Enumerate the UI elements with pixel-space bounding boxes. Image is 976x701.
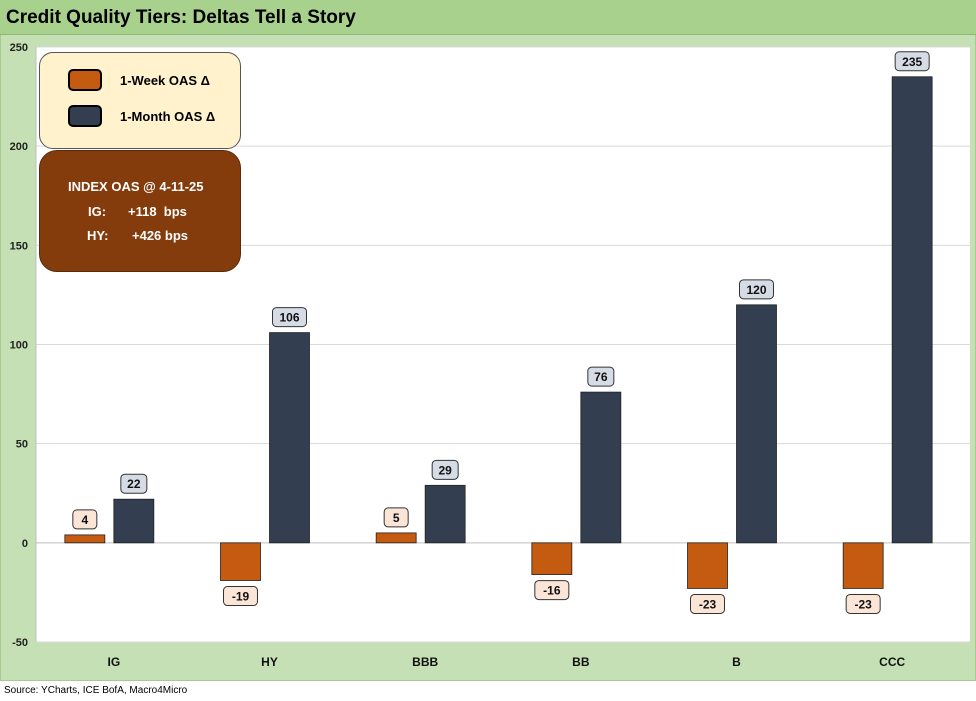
data-label-box [383,507,409,528]
data-label-box [223,586,258,607]
index-oas-box: INDEX OAS @ 4-11-25 IG: +118 bps HY: +42… [39,150,241,272]
bar-month [891,76,933,544]
data-label-box [845,593,881,614]
data-label: 4 [81,513,88,527]
data-label: 120 [746,283,766,297]
x-tick-label: B [732,655,741,669]
data-label-box [272,307,307,328]
data-label-box [739,279,774,300]
legend-swatch-month [68,105,102,127]
bar-month [269,332,310,544]
data-label-box [894,51,930,72]
bar-week [64,534,106,544]
data-label: 235 [902,55,922,69]
legend-item-month: 1-Month OAS Δ [68,105,215,127]
bar-week [220,542,261,581]
data-label: -23 [854,597,872,611]
data-label: 29 [438,463,452,477]
data-label-box [690,593,725,614]
x-tick-label: BBB [412,655,438,669]
y-tick-label: 250 [10,42,28,54]
data-label: 106 [279,311,299,325]
chart-title: Credit Quality Tiers: Deltas Tell a Stor… [6,7,356,28]
data-label: 76 [594,370,608,384]
bar-week [375,532,417,544]
bar-week [687,542,728,589]
index-ig-label: IG: [88,204,107,219]
x-tick-label: IG [107,655,120,669]
legend-item-week: 1-Week OAS Δ [68,69,210,91]
y-tick-label: 0 [22,538,28,550]
x-tick-label: BB [572,655,590,669]
data-label: 5 [393,511,400,525]
index-oas-title: INDEX OAS @ 4-11-25 [68,179,204,194]
index-hy-value: +426 bps [132,228,189,243]
data-label-box [587,366,615,387]
index-hy-label: HY: [87,228,109,243]
y-tick-label: 100 [10,340,28,352]
bar-month [424,484,466,544]
bar-week [531,542,573,575]
data-label: -16 [543,584,561,598]
legend-label-month: 1-Month OAS Δ [120,108,216,124]
y-tick-label: 200 [10,141,28,153]
data-label-box [534,580,570,601]
x-tick-label: CCC [879,655,905,669]
data-label: -23 [699,597,717,611]
data-label-box [431,459,459,480]
data-label-box [120,473,148,494]
title-bar: Credit Quality Tiers: Deltas Tell a Stor… [0,0,976,35]
y-tick-label: -50 [12,637,28,649]
data-label: -19 [232,590,250,604]
y-tick-label: 50 [16,439,28,451]
x-tick-label: HY [261,655,278,669]
bar-month [580,391,622,544]
legend-swatch-week [68,69,102,91]
bar-month [113,498,155,544]
y-tick-label: 150 [10,240,28,252]
bar-week [842,542,884,589]
legend-label-week: 1-Week OAS Δ [120,72,211,88]
data-label-box [72,509,98,530]
data-label: 22 [127,477,141,491]
bar-month [736,304,777,544]
legend: 1-Week OAS Δ 1-Month OAS Δ [39,52,241,149]
index-ig-value: +118 bps [128,204,187,219]
source-note: Source: YCharts, ICE BofA, Macro4Micro [4,685,188,696]
